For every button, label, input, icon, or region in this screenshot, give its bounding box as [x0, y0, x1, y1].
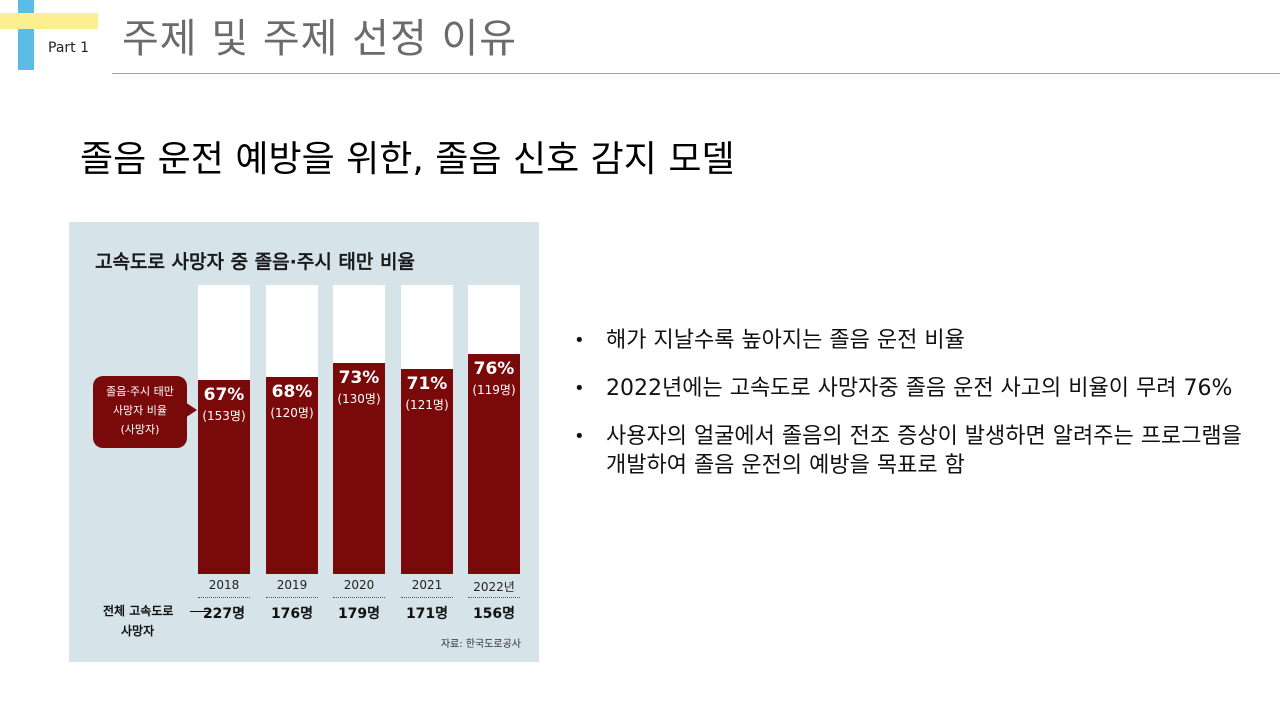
total-value-label: 227명 — [202, 606, 246, 622]
bar-count-label: (130명) — [337, 392, 381, 406]
dotted-divider — [333, 597, 385, 598]
bar — [468, 354, 520, 574]
x-tick-label: 2018 — [208, 578, 240, 592]
dotted-divider — [198, 597, 250, 598]
dotted-divider — [266, 597, 318, 598]
bullet-item: 해가 지날수록 높아지는 졸음 운전 비율 — [574, 326, 1264, 355]
infographic-panel: 고속도로 사망자 중 졸음·주시 태만 비율 졸음·주시 태만 사망자 비율 (… — [69, 222, 539, 662]
x-tick-label: 2020 — [343, 578, 375, 592]
dotted-divider — [468, 597, 520, 598]
bullet-item: 사용자의 얼굴에서 졸음의 전조 증상이 발생하면 알려주는 프로그램을 개발하… — [574, 422, 1264, 480]
bar-value-label: 76% — [473, 359, 515, 379]
title-underline — [112, 73, 1280, 74]
accent-bar-vertical — [18, 0, 34, 70]
accent-bar-horizontal — [0, 13, 98, 29]
callout-arrow — [185, 402, 197, 418]
bullet-item: 2022년에는 고속도로 사망자중 졸음 운전 사고의 비율이 무려 76% — [574, 374, 1264, 403]
total-value-label: 171명 — [405, 606, 449, 622]
source-note: 자료: 한국도로공사 — [440, 639, 521, 650]
total-value-label: 156명 — [472, 606, 516, 622]
dotted-divider — [401, 597, 453, 598]
part-label: Part 1 — [48, 40, 89, 56]
bar-count-label: (120명) — [270, 406, 314, 420]
bar-count-label: (121명) — [405, 398, 449, 412]
bullet-list: 해가 지날수록 높아지는 졸음 운전 비율 2022년에는 고속도로 사망자중 … — [574, 326, 1264, 499]
bar-value-label: 73% — [338, 368, 380, 388]
x-tick-label: 2021 — [411, 578, 443, 592]
total-label-sub: 사망자 — [121, 624, 155, 638]
bar-value-label: 71% — [406, 374, 448, 394]
x-tick-label: 2019 — [276, 578, 308, 592]
bar-count-label: (119명) — [472, 383, 516, 397]
bar — [198, 380, 250, 574]
total-label: 전체 고속도로 — [103, 604, 174, 618]
callout-line-1: 졸음·주시 태만 — [106, 385, 174, 398]
total-dash — [190, 611, 210, 612]
slide-subtitle: 졸음 운전 예방을 위한, 졸음 신호 감지 모델 — [80, 139, 735, 180]
total-value-label: 176명 — [270, 606, 314, 622]
bar-count-label: (153명) — [202, 409, 246, 423]
callout-line-3: (사망자) — [120, 423, 160, 436]
bar — [333, 363, 385, 574]
slide-title: 주제 및 주제 선정 이유 — [122, 16, 518, 62]
bar-value-label: 68% — [271, 382, 313, 402]
total-value-label: 179명 — [337, 606, 381, 622]
callout-line-2: 사망자 비율 — [112, 404, 168, 417]
chart-title: 고속도로 사망자 중 졸음·주시 태만 비율 — [95, 251, 415, 273]
bar — [401, 369, 453, 574]
bar-value-label: 67% — [203, 385, 245, 405]
bar — [266, 377, 318, 574]
x-tick-label: 2022년 — [473, 580, 515, 594]
callout-box: 졸음·주시 태만 사망자 비율 (사망자) — [93, 376, 187, 448]
